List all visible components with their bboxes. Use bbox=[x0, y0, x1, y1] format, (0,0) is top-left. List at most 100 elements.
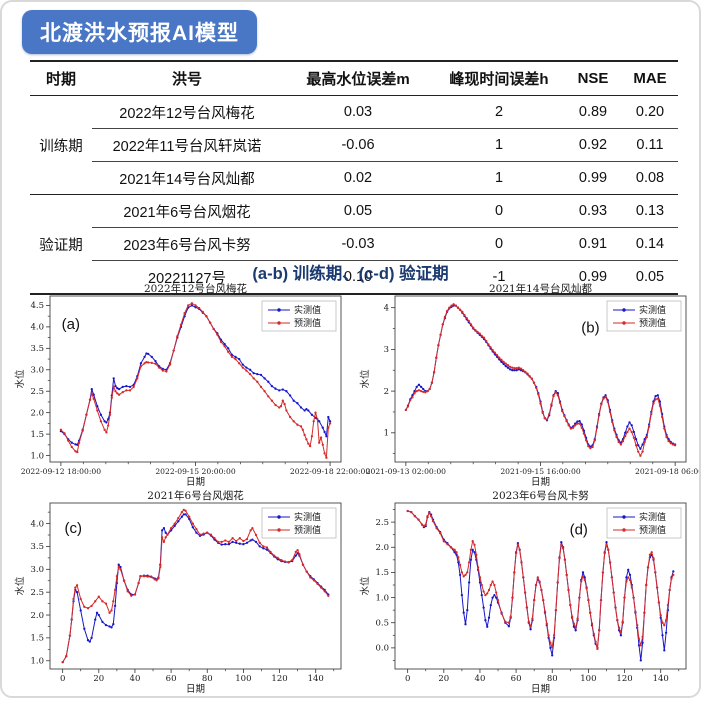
predicted-marker bbox=[560, 543, 563, 546]
predicted-marker bbox=[112, 385, 115, 389]
predicted-marker bbox=[654, 398, 657, 401]
observed-marker bbox=[493, 593, 496, 597]
observed-marker bbox=[139, 362, 143, 365]
observed-marker bbox=[663, 649, 666, 652]
x-tick-label: 100 bbox=[580, 674, 596, 684]
predicted-marker bbox=[283, 560, 287, 563]
predicted-marker bbox=[265, 546, 269, 549]
predicted-marker bbox=[558, 401, 562, 404]
observed-line bbox=[62, 513, 329, 663]
predicted-marker bbox=[312, 420, 315, 423]
predicted-marker bbox=[288, 415, 292, 419]
observed-marker bbox=[145, 352, 148, 355]
predicted-marker bbox=[485, 339, 488, 343]
predicted-marker bbox=[107, 424, 110, 427]
observed-marker bbox=[458, 573, 462, 577]
predicted-marker bbox=[424, 523, 427, 526]
predicted-marker bbox=[190, 302, 194, 305]
legend-box bbox=[606, 300, 682, 332]
observed-marker bbox=[248, 368, 252, 371]
observed-marker bbox=[305, 408, 308, 411]
predicted-marker bbox=[665, 435, 668, 439]
predicted-marker bbox=[467, 561, 471, 564]
predicted-marker bbox=[569, 603, 572, 607]
observed-marker bbox=[104, 623, 108, 627]
predicted-marker bbox=[219, 340, 223, 344]
predicted-marker bbox=[565, 573, 568, 577]
observed-marker bbox=[265, 548, 269, 551]
predicted-marker bbox=[142, 575, 146, 578]
y-tick-label: 2 bbox=[384, 387, 389, 397]
observed-marker bbox=[630, 424, 633, 427]
observed-marker bbox=[112, 377, 115, 380]
predicted-marker bbox=[126, 590, 129, 593]
predicted-marker bbox=[161, 369, 164, 372]
observed-marker bbox=[299, 406, 303, 409]
page-title: 北渡洪水预报AI模型 bbox=[22, 10, 257, 54]
predicted-marker bbox=[70, 445, 73, 449]
observed-marker bbox=[121, 385, 124, 389]
x-tick-label: 20 bbox=[93, 674, 104, 684]
predicted-marker bbox=[223, 345, 226, 348]
predicted-marker bbox=[530, 377, 533, 380]
column-header-3: 峰现时间误差h bbox=[434, 61, 564, 96]
predicted-marker bbox=[172, 349, 175, 352]
predicted-marker bbox=[108, 611, 111, 614]
observed-marker bbox=[114, 384, 117, 388]
predicted-marker bbox=[70, 618, 73, 621]
predicted-marker bbox=[435, 356, 438, 359]
predicted-marker bbox=[458, 563, 462, 567]
x-tick-label: 40 bbox=[475, 674, 486, 684]
predicted-marker bbox=[125, 389, 128, 392]
flood-name-cell: 20221127号 bbox=[92, 260, 282, 294]
predicted-marker bbox=[537, 393, 540, 396]
metric-cell: 0.13 bbox=[622, 194, 678, 228]
predicted-marker bbox=[581, 575, 585, 578]
predicted-marker bbox=[110, 609, 113, 612]
observed-marker bbox=[551, 654, 554, 657]
predicted-marker bbox=[541, 411, 544, 414]
predicted-marker bbox=[195, 527, 198, 531]
predicted-marker bbox=[652, 402, 655, 405]
observed-marker bbox=[245, 541, 249, 544]
observed-marker bbox=[641, 443, 644, 446]
metric-cell: 0.99 bbox=[564, 161, 622, 195]
predicted-marker bbox=[165, 370, 168, 373]
legend-marker-predicted bbox=[277, 321, 281, 325]
predicted-marker bbox=[99, 420, 103, 423]
predicted-marker bbox=[641, 450, 644, 453]
legend-box bbox=[606, 507, 682, 539]
predicted-marker bbox=[589, 611, 592, 614]
chart-b-svg: 2021年14号台风灿都 1 2 3 4 2021-09-13 02:00:00 2021-… bbox=[359, 282, 699, 488]
column-header-4: NSE bbox=[564, 61, 622, 96]
predicted-marker bbox=[565, 419, 568, 423]
observed-marker bbox=[471, 548, 474, 551]
predicted-marker bbox=[657, 601, 661, 604]
predicted-marker bbox=[183, 312, 186, 315]
observed-marker bbox=[249, 539, 252, 542]
predicted-marker bbox=[462, 575, 465, 578]
predicted-marker bbox=[166, 533, 169, 536]
predicted-marker bbox=[526, 372, 529, 375]
predicted-marker bbox=[576, 617, 579, 620]
observed-marker bbox=[453, 551, 456, 554]
predicted-series bbox=[404, 303, 677, 457]
observed-marker bbox=[466, 608, 469, 612]
observed-marker bbox=[632, 430, 636, 434]
predicted-marker bbox=[582, 432, 586, 435]
metric-cell: 0.11 bbox=[622, 128, 678, 162]
observed-marker bbox=[256, 372, 259, 376]
predicted-marker bbox=[520, 561, 523, 564]
observed-marker bbox=[604, 394, 607, 397]
predicted-marker bbox=[548, 412, 551, 416]
predicted-marker bbox=[654, 571, 657, 574]
observed-marker bbox=[125, 384, 128, 388]
predicted-marker bbox=[571, 426, 575, 429]
predicted-marker bbox=[74, 586, 77, 589]
predicted-marker bbox=[587, 445, 590, 448]
observed-marker bbox=[95, 611, 99, 614]
predicted-marker bbox=[206, 531, 209, 534]
predicted-marker bbox=[650, 551, 653, 554]
predicted-marker bbox=[552, 394, 555, 398]
predicted-marker bbox=[76, 450, 79, 454]
